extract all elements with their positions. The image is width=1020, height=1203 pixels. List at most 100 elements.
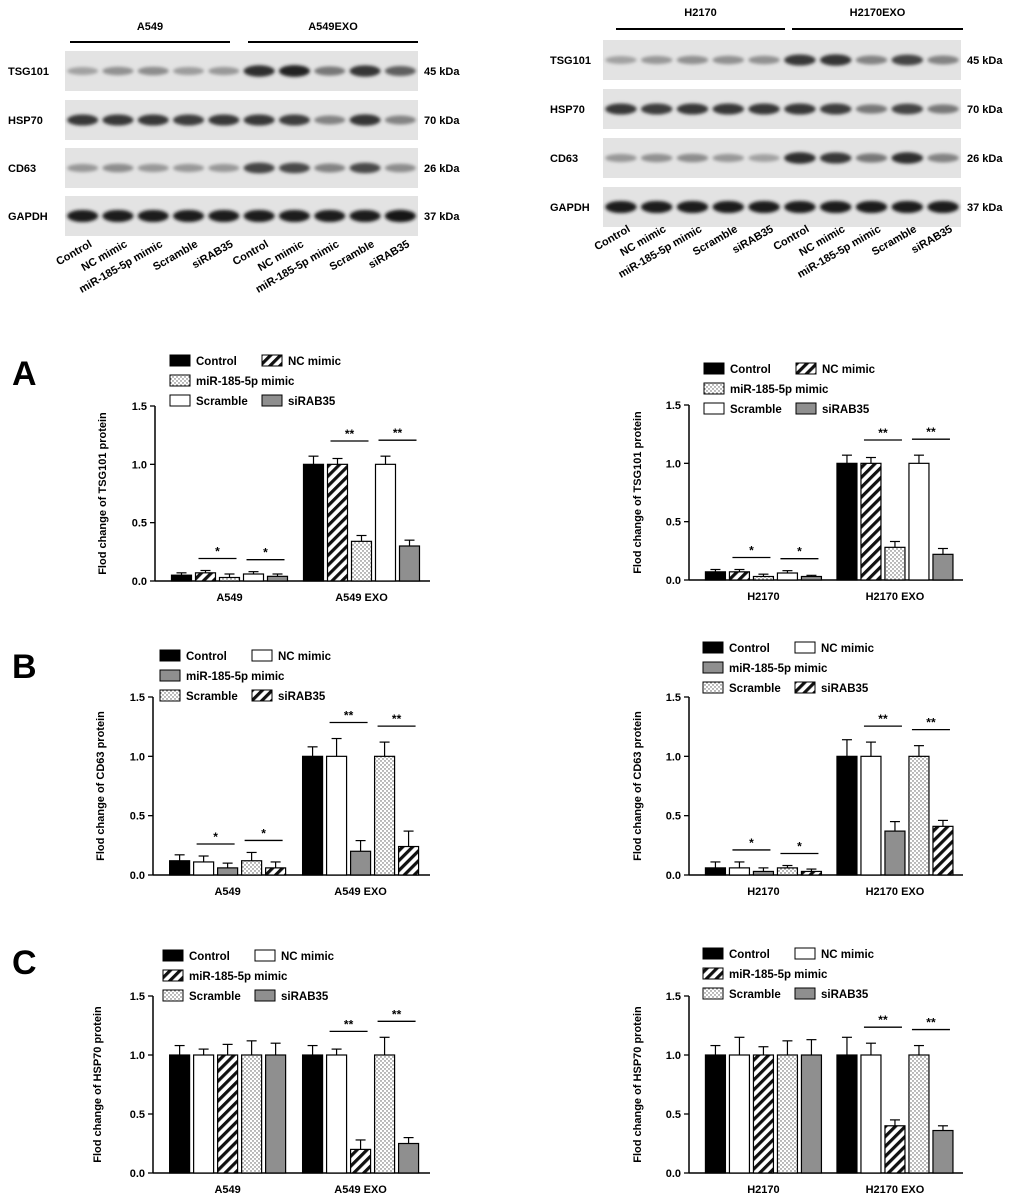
bar	[908, 462, 930, 581]
blot-band	[927, 104, 959, 114]
legend-swatch	[702, 661, 724, 674]
bar	[884, 830, 906, 876]
blot-band	[676, 103, 709, 115]
blot-kda-label: 37 kDa	[424, 211, 460, 223]
blot-band	[640, 153, 673, 163]
bar	[752, 870, 775, 876]
y-tick-label: 1.5	[132, 401, 147, 413]
y-tick-label: 0.5	[132, 518, 147, 530]
legend-label: NC mimic	[821, 643, 875, 655]
legend-swatch	[159, 669, 181, 682]
blot-band	[712, 103, 745, 115]
significance-mark: **	[344, 709, 354, 723]
x-category-label: H2170	[747, 591, 779, 603]
bar	[242, 573, 265, 582]
blot-band	[891, 152, 924, 164]
blot-lane-label: siRAB35	[730, 223, 775, 256]
significance-mark: *	[261, 826, 266, 840]
y-axis-label: Flod change of HSP70 protein	[92, 1006, 104, 1163]
bar-chart: 0.0 0.5 1.0 1.5 Flod change of HSP70 protein…	[92, 949, 430, 1196]
blot-band	[349, 209, 381, 223]
x-category-label: A549	[214, 1184, 240, 1196]
blot-band	[137, 66, 169, 76]
bar	[932, 553, 954, 581]
y-axis-label: Flod change of TSG101 protein	[97, 412, 109, 575]
significance-mark: **	[345, 427, 355, 441]
blot-band	[891, 200, 924, 214]
y-tick-label: 0.5	[666, 811, 681, 823]
significance-mark: **	[926, 425, 936, 439]
x-category-label: A549	[214, 886, 240, 898]
significance-mark: **	[878, 712, 888, 726]
significance-mark: *	[749, 544, 754, 558]
blot-row-label: GAPDH	[550, 202, 590, 214]
y-tick-label: 1.5	[130, 991, 145, 1003]
blot-band	[640, 55, 673, 65]
bar	[728, 571, 751, 581]
blot-band	[605, 200, 637, 214]
x-category-label: A549 EXO	[334, 886, 387, 898]
blot-band	[173, 163, 205, 173]
blot-band	[243, 65, 275, 77]
bar	[836, 755, 858, 876]
x-category-label: A549 EXO	[335, 592, 388, 604]
significance-mark: **	[926, 1016, 936, 1030]
blot-kda-label: 37 kDa	[967, 202, 1003, 214]
blot-band	[748, 103, 780, 115]
bar-chart: 0.0 0.5 1.0 1.5 Flod change of CD63 protein A…	[95, 649, 430, 898]
bar	[169, 860, 191, 876]
bar	[704, 867, 727, 876]
blot-band	[605, 56, 637, 64]
bar	[373, 1054, 396, 1174]
legend-label: miR-185-5p mimic	[189, 971, 288, 983]
legend-label: miR-185-5p mimic	[186, 671, 285, 683]
bar	[800, 1054, 823, 1174]
blot-band	[640, 103, 673, 115]
legend-label: miR-185-5p mimic	[729, 969, 828, 981]
blot-band	[855, 104, 888, 114]
bar	[704, 571, 727, 581]
significance-mark: **	[926, 716, 936, 730]
bar	[752, 1054, 775, 1174]
significance-mark: **	[878, 426, 888, 440]
blot-kda-label: 45 kDa	[967, 55, 1003, 67]
bar	[752, 575, 775, 581]
blot-row-label: HSP70	[550, 104, 585, 116]
y-tick-label: 1.0	[132, 459, 147, 471]
bar	[301, 1054, 324, 1174]
legend: Control NC mimic miR-185-5p mimic Scramble s…	[169, 354, 342, 408]
blot-band	[819, 152, 852, 164]
legend-label: Control	[196, 356, 237, 368]
y-tick-label: 0.0	[130, 1168, 145, 1180]
blot-band	[712, 200, 745, 214]
legend-swatch	[795, 362, 817, 375]
blot-band	[243, 209, 275, 223]
blot-row-label: TSG101	[8, 66, 49, 78]
y-tick-label: 1.0	[130, 751, 145, 763]
bar	[860, 1054, 882, 1174]
bar	[932, 1129, 954, 1174]
y-axis-label: Flod change of HSP70 protein	[632, 1006, 644, 1163]
bar	[302, 463, 325, 582]
legend-swatch	[261, 354, 283, 367]
y-tick-label: 0.5	[130, 811, 145, 823]
y-axis-label: Flod change of TSG101 protein	[632, 411, 644, 574]
blot-band	[855, 55, 888, 65]
blot-band	[676, 153, 709, 163]
y-tick-label: 0.0	[666, 1168, 681, 1180]
legend-swatch	[162, 949, 184, 962]
blot-band	[314, 115, 346, 125]
significance-mark: **	[393, 426, 403, 440]
legend-label: siRAB35	[821, 989, 869, 1001]
blot-group-label: A549	[137, 21, 163, 33]
legend-label: Control	[729, 643, 770, 655]
bar	[170, 574, 193, 582]
bar	[728, 867, 751, 876]
bar	[776, 867, 799, 876]
blot-band	[102, 209, 134, 223]
blot-kda-label: 70 kDa	[967, 104, 1003, 116]
bar	[193, 861, 215, 876]
legend-label: Control	[730, 364, 771, 376]
legend-label: Control	[189, 951, 230, 963]
